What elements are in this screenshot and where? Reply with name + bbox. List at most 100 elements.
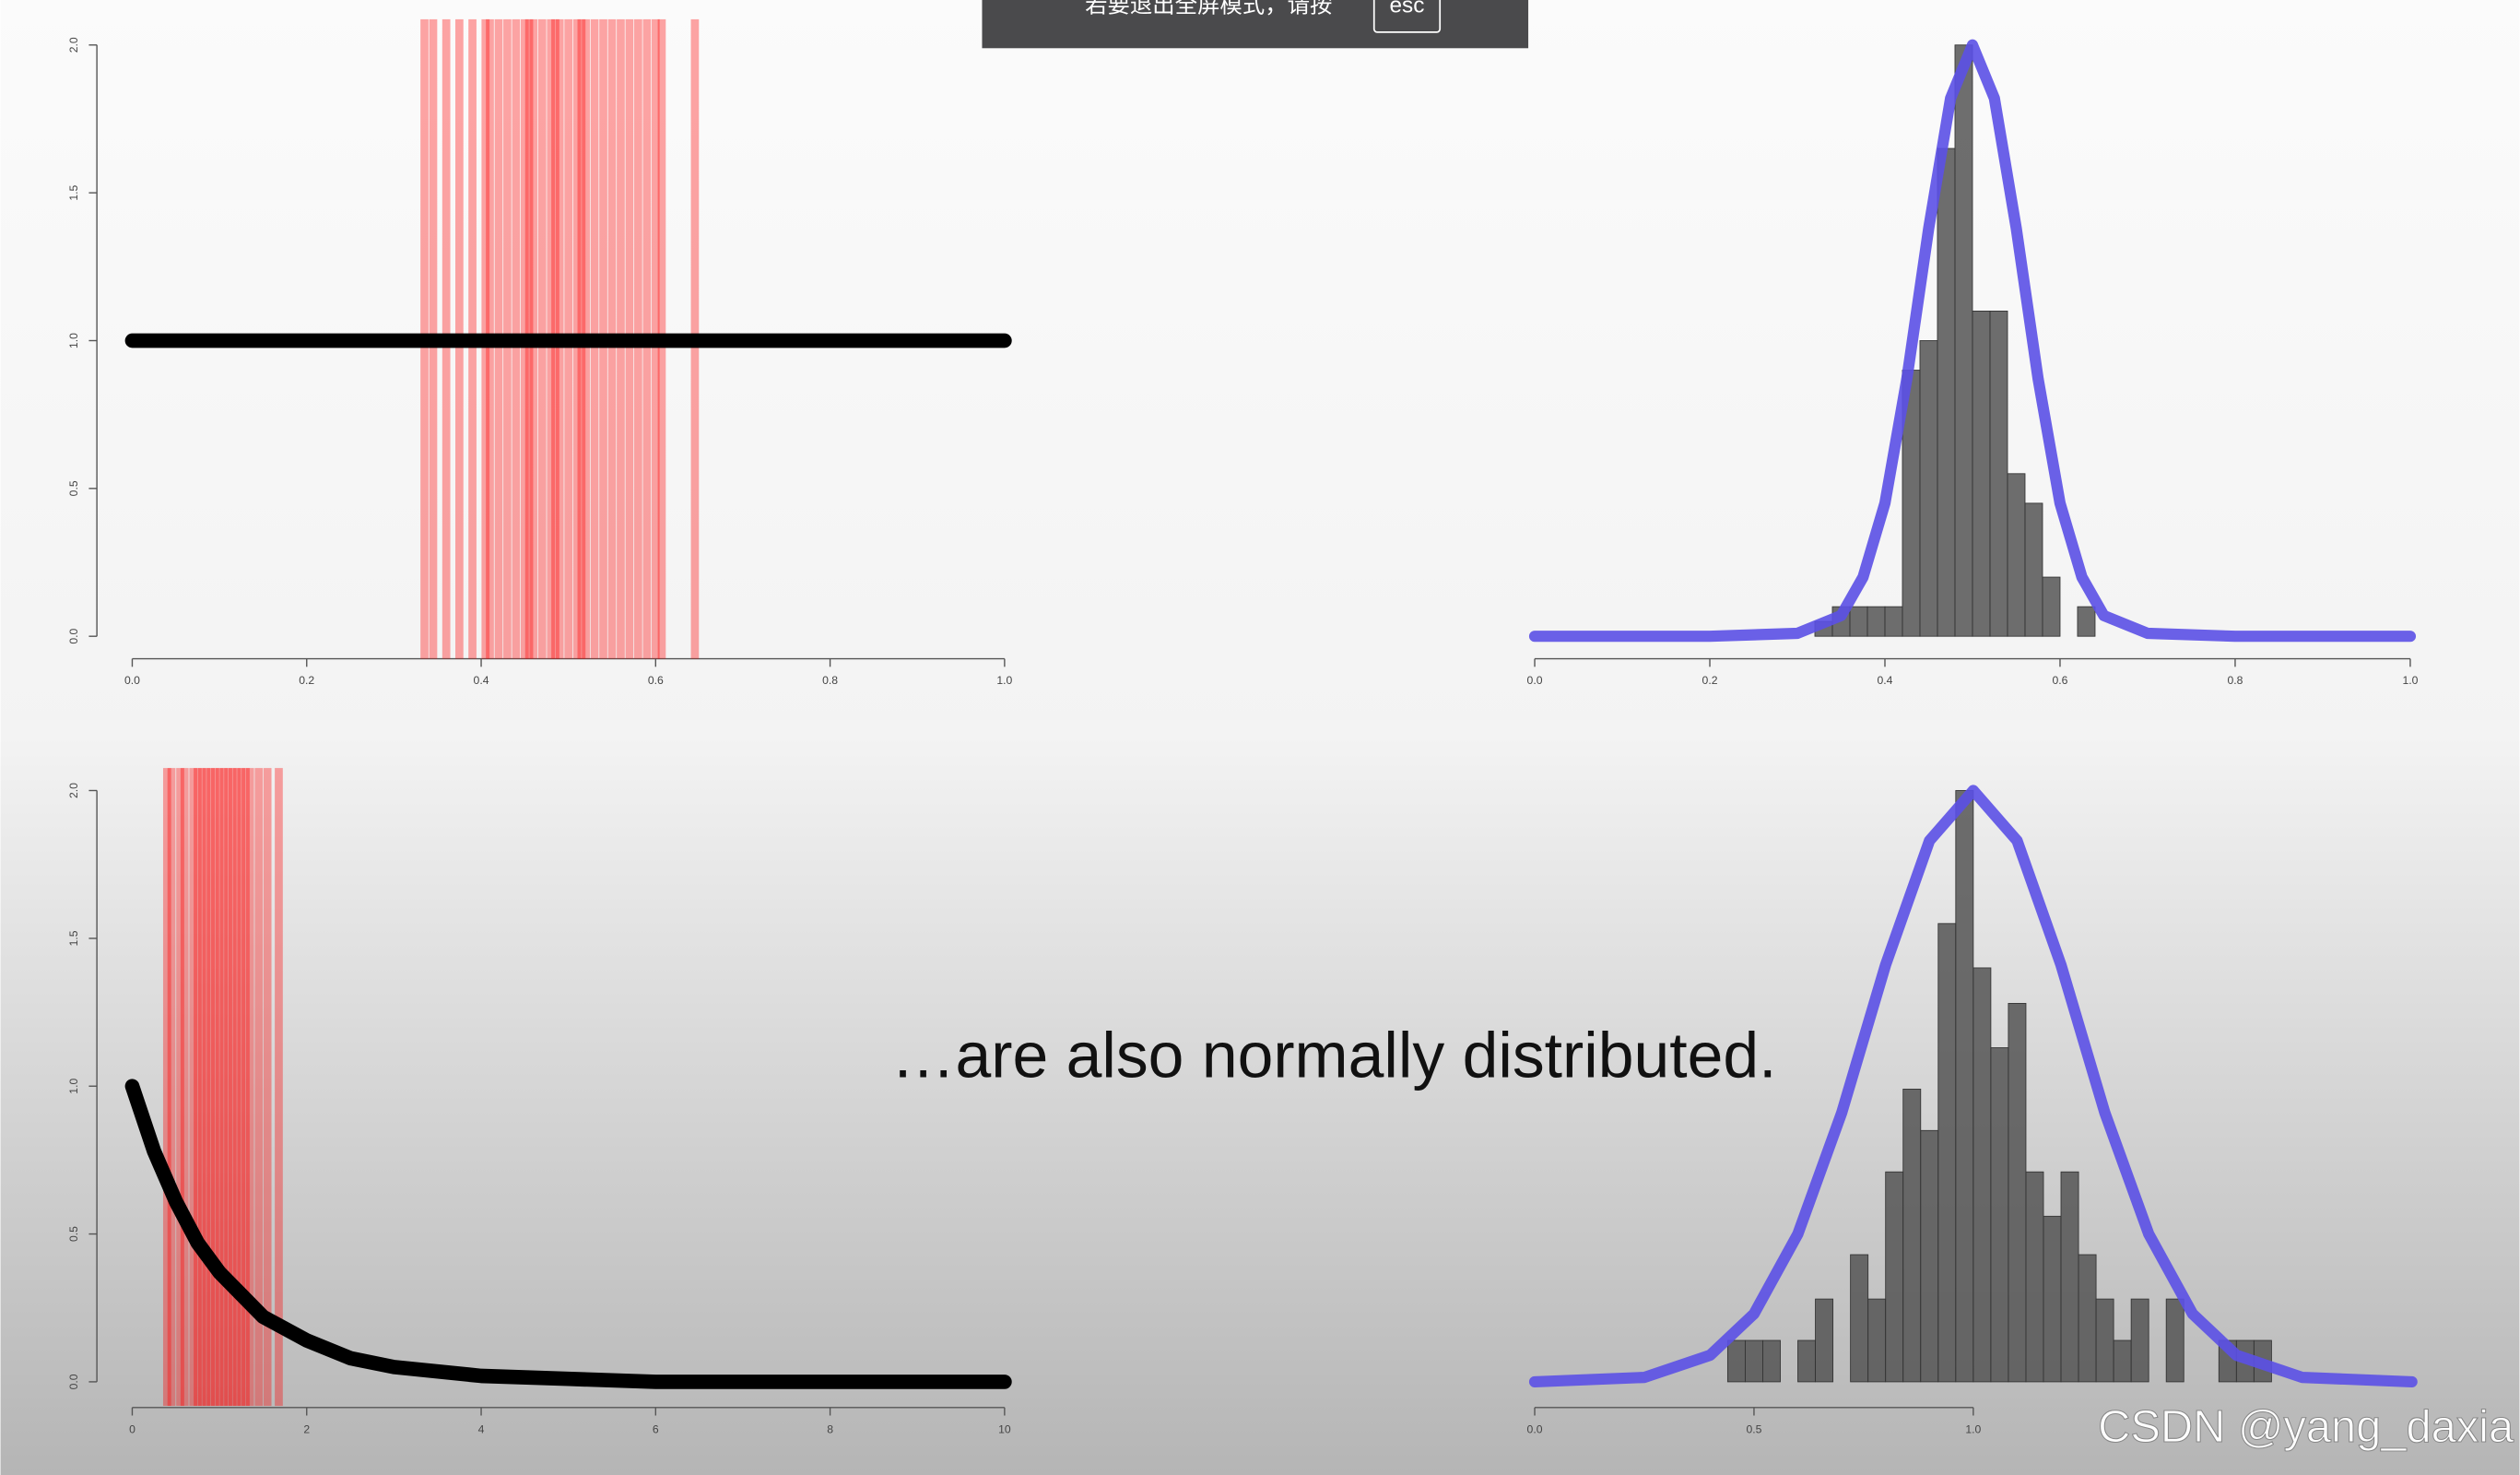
watermark: CSDN @yang_daxia: [2098, 1402, 2514, 1452]
normal-curve: [1528, 785, 2418, 1388]
histogram-bar: [2165, 1298, 2184, 1383]
histogram-bar: [1954, 44, 1973, 637]
y-tick-label: 1.0: [67, 1079, 80, 1094]
rug-line: [215, 768, 224, 1407]
x-tick-label: 0.6: [648, 674, 664, 687]
histogram-bar: [2025, 1171, 2044, 1383]
y-tick-label: 2.0: [67, 783, 80, 798]
y-tick-label: 1.5: [67, 930, 80, 946]
rug-line: [206, 768, 216, 1407]
rug-line: [232, 768, 241, 1407]
histogram-bar: [1867, 1298, 1887, 1383]
histogram-bar: [1990, 1047, 2009, 1383]
x-tick-label: 0.2: [299, 674, 314, 687]
histogram-bar: [1972, 967, 1992, 1383]
x-tick-label: 1.0: [1965, 1422, 1981, 1435]
histogram-bar: [1902, 1088, 1922, 1383]
x-tick-label: 0.0: [1527, 674, 1543, 687]
rug-line: [194, 768, 202, 1407]
x-tick-label: 0: [129, 1422, 135, 1435]
x-tick-label: 0.0: [1527, 1422, 1543, 1435]
rug-line: [241, 768, 250, 1407]
histogram-bar: [1989, 310, 2008, 637]
rug-line: [219, 768, 229, 1407]
x-tick-label: 8: [827, 1422, 833, 1435]
rug-line: [224, 768, 232, 1407]
histogram-bar: [1866, 606, 1886, 637]
histogram-bar: [1850, 1254, 1869, 1383]
rug-line: [202, 768, 211, 1407]
y-tick-label: 0.5: [67, 480, 80, 496]
density-line: [124, 1079, 1012, 1389]
x-tick-label: 0.4: [1878, 674, 1893, 687]
y-tick-label: 0.5: [67, 1226, 80, 1242]
x-tick-label: 2: [303, 1422, 310, 1435]
rug-line: [180, 768, 189, 1407]
histogram-bar: [1972, 310, 1991, 637]
histogram-bar: [1849, 606, 1868, 637]
x-tick-label: 0.0: [124, 674, 140, 687]
rug-line: [197, 768, 206, 1407]
y-tick-label: 1.0: [67, 333, 80, 348]
y-tick-label: 2.0: [67, 37, 80, 53]
caption: …are also normally distributed.: [891, 1020, 1777, 1092]
rug-line: [211, 768, 219, 1407]
histogram-bar: [1797, 1339, 1816, 1383]
histogram-bar: [2078, 1254, 2097, 1383]
histogram-bar: [2042, 576, 2061, 637]
rug-line: [176, 768, 184, 1407]
histogram-bar: [1937, 148, 1956, 637]
histogram-bar: [2007, 473, 2026, 637]
x-tick-label: 0.2: [1702, 674, 1718, 687]
histogram-bar: [2095, 1298, 2114, 1383]
histogram-bar: [1920, 1129, 1939, 1383]
x-tick-label: 1.0: [2402, 674, 2418, 687]
y-tick-label: 0.0: [67, 1374, 80, 1389]
histogram-bar: [1884, 606, 1903, 637]
fullscreen-banner: 若要退出全屏模式，请按 esc: [982, 0, 1529, 49]
rug-line: [245, 768, 254, 1407]
banner-bg: [982, 0, 1529, 49]
histogram-bar: [1744, 1339, 1763, 1383]
x-tick-label: 10: [998, 1422, 1011, 1435]
rug-line: [189, 768, 198, 1407]
rug-line: [228, 768, 237, 1407]
banner-text: 若要退出全屏模式，请按: [1085, 0, 1332, 18]
x-tick-label: 0.4: [474, 674, 489, 687]
histogram-bar: [2024, 502, 2043, 637]
x-tick-label: 0.6: [2052, 674, 2067, 687]
normal-curve: [1528, 39, 2417, 643]
rug-line: [237, 768, 246, 1407]
histogram-bar: [2060, 1171, 2079, 1383]
x-tick-label: 0.5: [1746, 1422, 1761, 1435]
histogram-bar: [1726, 1339, 1746, 1383]
histogram-bar: [1762, 1339, 1781, 1383]
rug-line: [167, 768, 176, 1407]
histogram-bar: [2130, 1298, 2149, 1383]
histogram-bar: [2113, 1339, 2132, 1383]
histogram-bar: [1919, 340, 1938, 637]
esc-key: esc: [1389, 0, 1424, 18]
x-tick-label: 1.0: [996, 674, 1012, 687]
histogram-bar: [2077, 606, 2096, 637]
x-tick-label: 6: [653, 1422, 659, 1435]
histogram-bar: [1885, 1171, 1904, 1383]
histogram-bar: [1955, 790, 1974, 1383]
histogram-bar: [2008, 1002, 2027, 1383]
esc-key-box: [1372, 0, 1442, 33]
rug-line: [254, 768, 264, 1407]
rug-line: [275, 768, 283, 1407]
histogram-bar: [2043, 1215, 2062, 1383]
histogram-bar: [1937, 923, 1957, 1383]
x-tick-label: 0.8: [2227, 674, 2243, 687]
y-tick-label: 1.5: [67, 184, 80, 200]
y-tick-label: 0.0: [67, 629, 80, 644]
x-tick-label: 4: [478, 1422, 485, 1435]
plots: 0.0 0.2 0.4 0.6 0.8 1.0 0.0 0.5 1.0 1.5 2.0 0.0 0.2 0…: [67, 18, 2419, 1435]
histogram-bar: [1815, 1298, 1834, 1383]
x-tick-label: 0.8: [822, 674, 838, 687]
rug-line: [263, 768, 272, 1407]
rug-line: [162, 768, 171, 1407]
